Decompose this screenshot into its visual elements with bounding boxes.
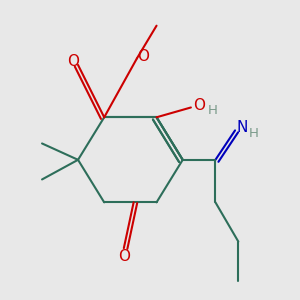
Text: O: O (193, 98, 205, 113)
Text: O: O (118, 249, 130, 264)
Text: H: H (249, 127, 259, 140)
Text: H: H (208, 104, 218, 117)
Text: O: O (67, 54, 79, 69)
Text: N: N (237, 120, 248, 135)
Text: O: O (137, 49, 149, 64)
